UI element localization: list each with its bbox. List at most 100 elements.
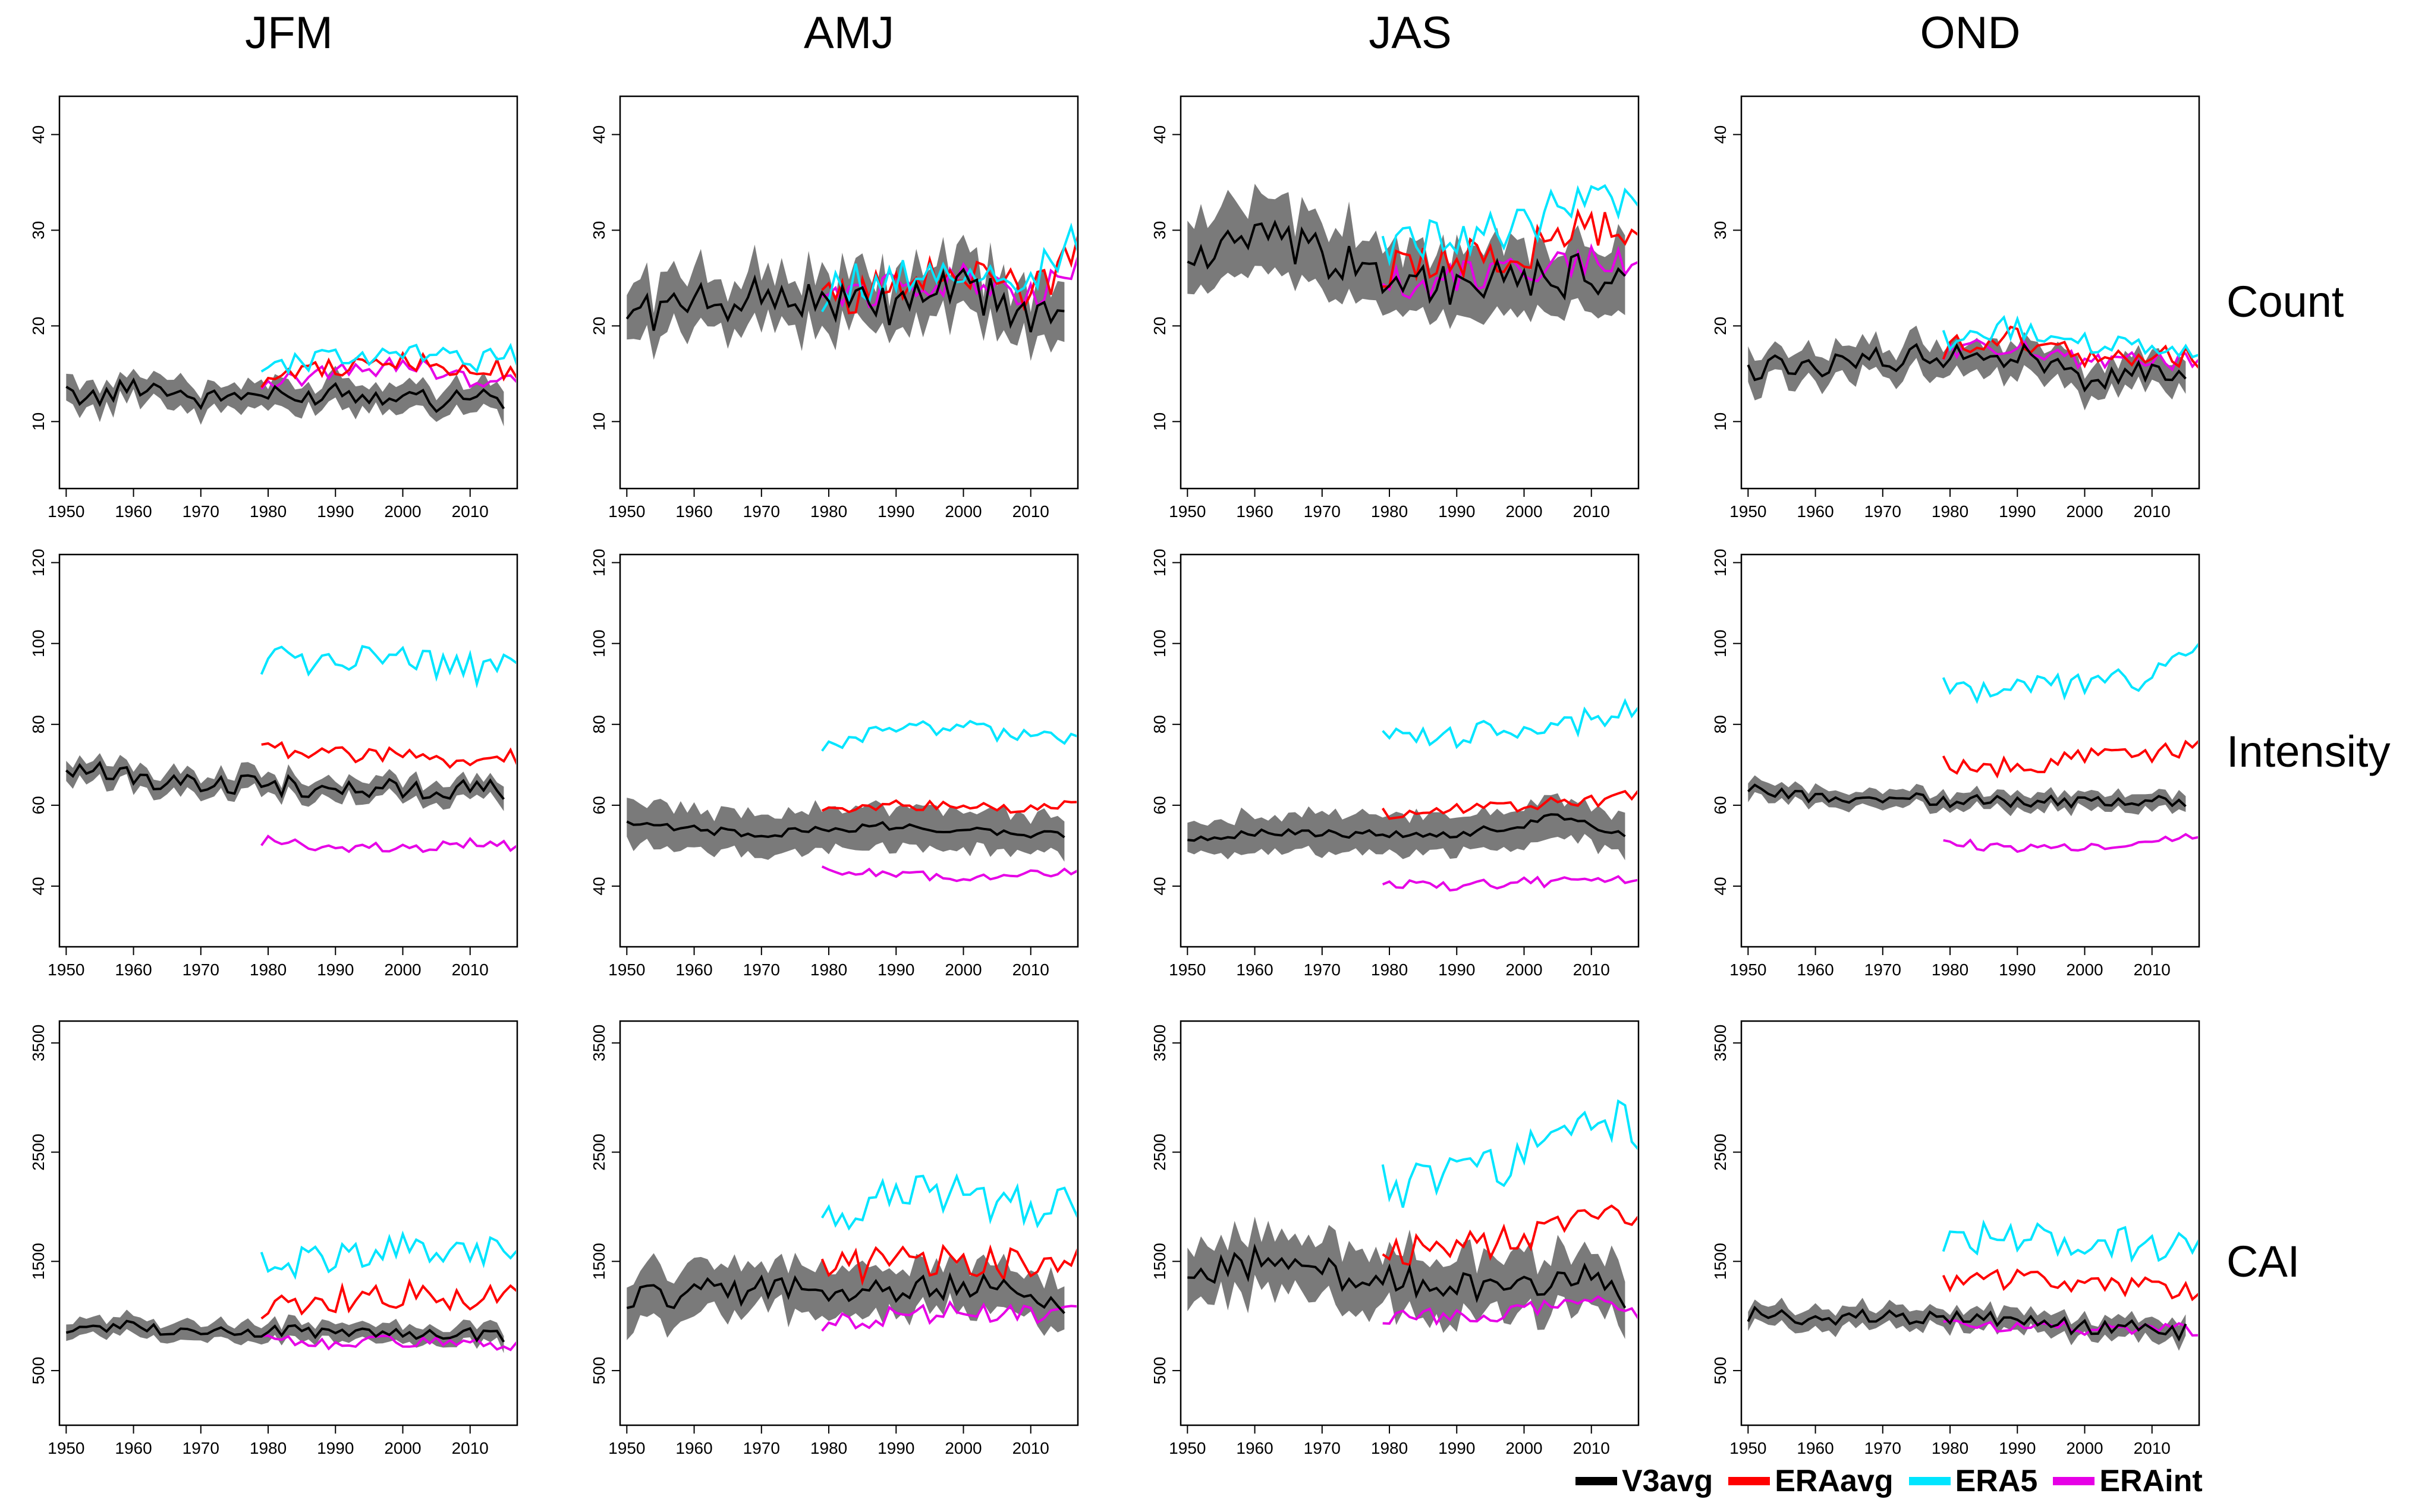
x-tick-label: 1950: [48, 1439, 84, 1457]
x-tick-label: 1960: [1797, 1439, 1834, 1457]
eraavg-line: [260, 1278, 516, 1319]
legend-item-eraavg: ERAavg: [1728, 1463, 1894, 1499]
era5-line: [820, 222, 1077, 313]
x-tick-label: 1950: [608, 960, 645, 979]
row-title-intensity: Intensity: [2226, 727, 2391, 776]
eraint-line: [821, 1300, 1077, 1332]
x-tick-label: 1950: [1729, 960, 1766, 979]
y-tick-label: 10: [1150, 412, 1169, 431]
season-title-jfm: JFM: [245, 8, 333, 58]
y-tick-label: 120: [1711, 549, 1729, 577]
legend-label-eraavg: ERAavg: [1775, 1464, 1894, 1498]
y-tick-label: 40: [29, 125, 48, 144]
x-tick-label: 1990: [1999, 960, 2036, 979]
x-tick-label: 2010: [2134, 960, 2171, 979]
eraint-line: [1382, 243, 1637, 300]
x-tick-label: 1960: [115, 502, 152, 521]
panel-data: [1747, 1219, 2198, 1351]
y-tick-label: 3500: [1150, 1025, 1169, 1061]
v3avg-line: [65, 1319, 505, 1343]
panel-jas-intensity: 1950 1960 1970 1980 1990 2000 2010 40 60 80 100 120: [1150, 549, 1640, 979]
v3avg-uncertainty-band: [66, 366, 504, 427]
panel-frame: [1180, 553, 1640, 948]
v3avg-line: [65, 760, 505, 800]
x-tick-label: 1980: [1371, 1439, 1408, 1457]
legend: V3avg ERAavg ERA5 ERAint: [1575, 1463, 2218, 1499]
x-tick-label: 2010: [1573, 502, 1610, 521]
x-tick-label: 2000: [945, 960, 982, 979]
legend-swatch-eraint: [2053, 1477, 2095, 1485]
x-tick-label: 1980: [250, 960, 287, 979]
y-tick-label: 3500: [29, 1025, 48, 1061]
panel-frame: [1740, 95, 2200, 490]
panel-data: [65, 1230, 516, 1353]
x-tick-label: 1970: [1304, 502, 1341, 521]
x-tick-label: 1980: [250, 502, 287, 521]
y-tick-label: 10: [590, 412, 608, 431]
x-tick-label: 2010: [452, 502, 489, 521]
x-tick-label: 1990: [317, 960, 354, 979]
x-tick-label: 1980: [250, 1439, 287, 1457]
x-tick-label: 1970: [743, 502, 780, 521]
x-tick-label: 1970: [183, 1439, 219, 1457]
era5-line: [820, 1173, 1077, 1231]
x-tick-label: 1950: [608, 1439, 645, 1457]
y-tick-label: 10: [29, 412, 48, 431]
eraavg-line: [1942, 739, 2198, 779]
legend-label-v3avg: V3avg: [1622, 1464, 1713, 1498]
y-tick-label: 60: [1711, 796, 1729, 814]
eraavg-line: [1942, 325, 2198, 369]
panel-ond-intensity: 1950 1960 1970 1980 1990 2000 2010 40 60 80 100 120: [1711, 549, 2200, 979]
y-tick-label: 20: [1150, 317, 1169, 335]
y-tick-label: 120: [590, 549, 608, 577]
x-tick-label: 1960: [1797, 960, 1834, 979]
season-title-amj: AMJ: [804, 8, 894, 58]
x-tick-label: 1950: [1729, 502, 1766, 521]
x-tick-label: 1970: [1304, 960, 1341, 979]
x-tick-label: 1990: [878, 960, 914, 979]
x-tick-label: 1990: [1438, 1439, 1475, 1457]
panel-data: [625, 222, 1077, 361]
y-tick-label: 500: [29, 1357, 48, 1385]
legend-swatch-era5: [1908, 1477, 1951, 1485]
eraavg-line: [820, 1243, 1077, 1286]
y-tick-label: 20: [590, 317, 608, 335]
y-tick-label: 40: [1150, 877, 1169, 895]
eraint-line: [260, 356, 516, 390]
x-tick-label: 1980: [810, 1439, 847, 1457]
x-tick-label: 1980: [810, 502, 847, 521]
v3avg-uncertainty-band: [1187, 184, 1625, 329]
eraavg-line: [1382, 789, 1637, 820]
x-tick-label: 1970: [1864, 960, 1901, 979]
v3avg-line: [1747, 783, 2187, 809]
panel-ond-cai: 1950 1960 1970 1980 1990 2000 2010 500 1500 2500 3…: [1711, 1020, 2200, 1457]
era5-line: [1381, 1099, 1637, 1208]
x-tick-label: 1990: [878, 502, 914, 521]
v3avg-line: [65, 377, 505, 414]
row-title-count: Count: [2226, 277, 2344, 326]
y-tick-label: 1500: [29, 1243, 48, 1280]
era5-line: [1942, 642, 2198, 704]
era5-line: [1381, 184, 1637, 267]
x-tick-label: 1990: [1438, 960, 1475, 979]
y-tick-label: 1500: [590, 1243, 608, 1280]
x-tick-label: 1980: [1371, 502, 1408, 521]
panel-jfm-cai: 1950 1960 1970 1980 1990 2000 2010 500 1500 2500 3…: [29, 1020, 518, 1457]
y-tick-label: 80: [590, 715, 608, 733]
x-tick-label: 1990: [317, 1439, 354, 1457]
x-tick-label: 2010: [2134, 502, 2171, 521]
x-tick-label: 1980: [1932, 960, 1968, 979]
y-tick-label: 40: [1711, 877, 1729, 895]
x-tick-label: 2000: [384, 1439, 421, 1457]
x-tick-label: 1960: [115, 960, 152, 979]
v3avg-uncertainty-band: [1748, 325, 2186, 411]
legend-label-eraint: ERAint: [2099, 1464, 2203, 1498]
y-tick-label: 500: [1711, 1357, 1729, 1385]
panel-data: [1187, 698, 1637, 892]
v3avg-line: [1747, 1305, 2187, 1342]
x-tick-label: 1960: [675, 1439, 712, 1457]
y-tick-label: 30: [29, 221, 48, 240]
y-tick-label: 100: [1150, 629, 1169, 657]
